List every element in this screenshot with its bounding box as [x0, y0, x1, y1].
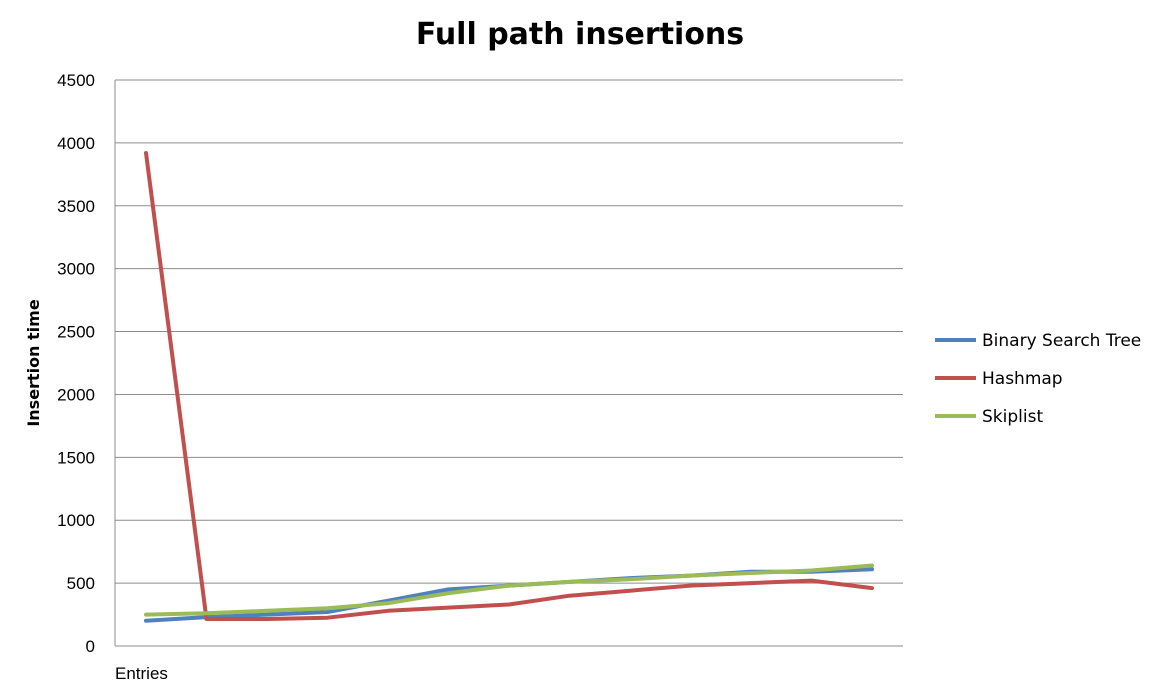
y-tick-label: 2000 [57, 385, 95, 404]
y-tick-label: 1500 [57, 448, 95, 467]
y-tick-label: 0 [86, 637, 95, 656]
series-lines [144, 151, 874, 623]
legend: Binary Search Tree Hashmap Skiplist [935, 331, 1141, 427]
gridlines [115, 79, 903, 584]
y-tick-label: 500 [67, 574, 95, 593]
y-tick-label: 3000 [57, 260, 95, 279]
chart-title: Full path insertions [416, 17, 744, 52]
legend-label: Hashmap [982, 369, 1063, 389]
y-tick-label: 4000 [57, 134, 95, 153]
series-line-hashmap [144, 151, 874, 621]
legend-label: Skiplist [982, 407, 1043, 427]
y-axis-title: Insertion time [24, 299, 43, 427]
y-tick-label: 1000 [57, 511, 95, 530]
legend-label: Binary Search Tree [982, 331, 1141, 351]
series-line-skiplist [144, 563, 874, 617]
axes: 0 500 1000 1500 2000 2500 3000 3500 4000 4500 Entr… [57, 71, 903, 683]
y-tick-label: 2500 [57, 323, 95, 342]
x-tick-label: Entries [115, 664, 168, 683]
y-tick-label: 3500 [57, 197, 95, 216]
y-tick-label: 4500 [57, 71, 95, 90]
